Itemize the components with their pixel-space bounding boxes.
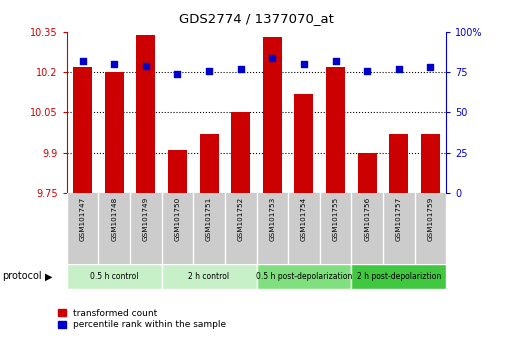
Text: 2 h post-depolariztion: 2 h post-depolariztion	[357, 272, 441, 281]
Point	[110, 61, 118, 67]
Legend: transformed count, percentile rank within the sample: transformed count, percentile rank withi…	[58, 309, 226, 329]
Point	[173, 71, 182, 76]
Point	[426, 64, 435, 70]
Text: GSM101756: GSM101756	[364, 196, 370, 241]
Bar	[358, 153, 377, 193]
Text: ▶: ▶	[45, 272, 52, 281]
Bar	[73, 67, 92, 193]
Point	[236, 66, 245, 72]
Bar	[67, 264, 162, 289]
Text: GSM101752: GSM101752	[238, 196, 244, 241]
Text: GSM101755: GSM101755	[332, 196, 339, 241]
Text: 0.5 h control: 0.5 h control	[90, 272, 139, 281]
Point	[142, 63, 150, 69]
Text: GSM101759: GSM101759	[427, 196, 433, 241]
Bar	[326, 67, 345, 193]
Text: GSM101748: GSM101748	[111, 196, 117, 241]
Text: GSM101750: GSM101750	[174, 196, 181, 241]
Bar	[105, 72, 124, 193]
Bar	[389, 134, 408, 193]
Bar	[200, 134, 219, 193]
Bar	[421, 134, 440, 193]
Bar	[294, 93, 313, 193]
Point	[331, 58, 340, 64]
Bar	[168, 150, 187, 193]
Text: protocol: protocol	[3, 272, 42, 281]
Bar	[231, 112, 250, 193]
Bar	[162, 264, 256, 289]
Text: GSM101749: GSM101749	[143, 196, 149, 241]
Text: GSM101751: GSM101751	[206, 196, 212, 241]
Text: GSM101747: GSM101747	[80, 196, 86, 241]
Point	[300, 61, 308, 67]
Bar	[256, 264, 351, 289]
Point	[363, 68, 371, 73]
Bar	[263, 37, 282, 193]
Point	[394, 66, 403, 72]
Bar	[351, 264, 446, 289]
Text: GDS2774 / 1377070_at: GDS2774 / 1377070_at	[179, 12, 334, 25]
Text: GSM101754: GSM101754	[301, 196, 307, 241]
Text: GSM101757: GSM101757	[396, 196, 402, 241]
Point	[268, 55, 277, 61]
Text: 2 h control: 2 h control	[188, 272, 230, 281]
Point	[78, 58, 87, 64]
Point	[205, 68, 213, 73]
Text: GSM101753: GSM101753	[269, 196, 275, 241]
Text: 0.5 h post-depolarization: 0.5 h post-depolarization	[256, 272, 352, 281]
Bar	[136, 35, 155, 193]
